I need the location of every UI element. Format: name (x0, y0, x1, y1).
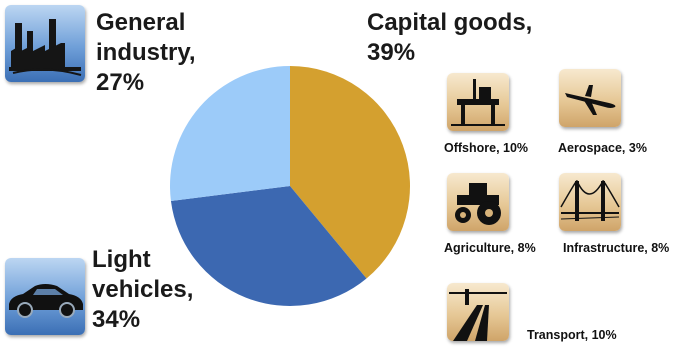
railway-icon (447, 283, 509, 341)
light-vehicles-label: Light vehicles, 34% (92, 246, 194, 333)
offshore-label: Offshore, 10% (444, 141, 529, 155)
airplane-icon (559, 69, 621, 127)
capital-goods-label: Capital goods, 39% (367, 9, 533, 66)
offshore-rig-icon (447, 73, 509, 131)
factory-icon (5, 5, 85, 82)
infrastructure-label: Infrastructure, 8% (563, 241, 670, 255)
pie-slice-capital-goods (290, 66, 410, 279)
bridge-icon (559, 173, 621, 231)
pie-slice-general-industry (170, 66, 290, 202)
aerospace-label: Aerospace, 3% (558, 141, 647, 155)
tractor-icon (447, 173, 509, 231)
agriculture-label: Agriculture, 8% (444, 241, 536, 255)
car-icon (5, 258, 85, 335)
general-industry-label: General industry, 27% (96, 9, 196, 96)
pie-slice-light-vehicles (170, 186, 367, 306)
transport-label: Transport, 10% (527, 328, 617, 342)
